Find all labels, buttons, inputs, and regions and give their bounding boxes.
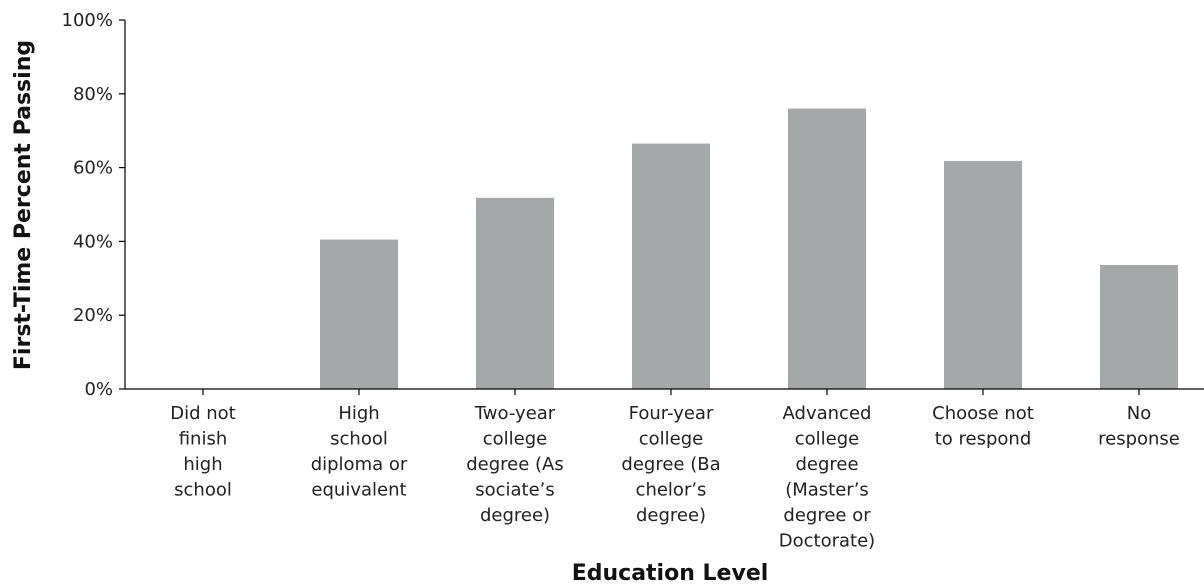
y-axis: 0% 20% 40% 60% 80% 100% — [62, 10, 126, 400]
x-tick-label: High school diploma or equivalent — [311, 403, 408, 501]
y-tick-label: 20% — [73, 305, 113, 326]
x-axis-title: Education Level — [572, 561, 769, 586]
y-tick-label: 100% — [62, 10, 113, 31]
bar-1 — [320, 239, 398, 389]
x-tick-label: Two-year college degree (As sociate’s degree… — [466, 403, 564, 526]
y-axis-title: First-Time Percent Passing — [11, 40, 36, 370]
bars-group — [320, 108, 1178, 389]
x-tick-label: Four-year college degree (Ba chelor’s degree… — [621, 403, 720, 526]
x-tick-label: No response — [1098, 403, 1180, 450]
bar-2 — [476, 197, 554, 389]
x-tick-label: Did not finish high school — [170, 403, 236, 501]
x-tick-label: Choose not to respond — [932, 403, 1034, 450]
bar-5 — [944, 160, 1022, 389]
bar-3 — [632, 143, 710, 389]
y-tick-label: 0% — [84, 379, 113, 400]
y-tick-label: 60% — [73, 158, 113, 179]
y-tick-label: 80% — [73, 84, 113, 105]
bar-4 — [788, 108, 866, 389]
y-tick-label: 40% — [73, 231, 113, 252]
x-axis: Did not finish high school High school diploma… — [125, 388, 1204, 552]
x-tick-label: Advanced college degree (Master’s degree or D… — [779, 403, 875, 552]
bar-6 — [1100, 265, 1178, 389]
